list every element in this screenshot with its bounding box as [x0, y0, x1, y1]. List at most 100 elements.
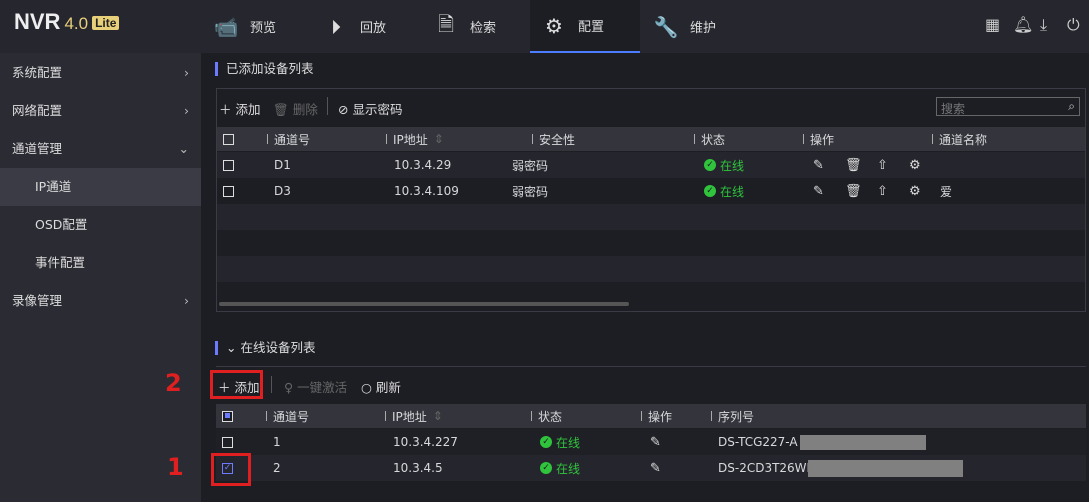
redaction [800, 435, 926, 450]
gear-icon: ⚙ [545, 13, 563, 38]
tab-preview[interactable]: 📹 预览 [213, 14, 277, 39]
sidebar-item-ip-channel[interactable]: IP通道 [0, 168, 201, 206]
chevron-down-icon: ⌄ [178, 141, 189, 156]
serial: DS-TCG227-A 2 [718, 435, 810, 449]
col-ip[interactable]: IP地址 ⇕ [386, 127, 444, 151]
refresh-button[interactable]: ○ 刷新 [361, 380, 401, 395]
playback-icon: ⏵ [331, 14, 341, 39]
online-list-title[interactable]: ⌄ 在线设备列表 [215, 341, 315, 355]
sidebar-item-system[interactable]: 系统配置 › [0, 54, 201, 92]
col-status: 状态 [694, 127, 725, 151]
online-table-header: 通道号 IP地址 ⇕ 状态 操作 序列号 [216, 404, 1086, 428]
col-security: 安全性 [532, 127, 575, 151]
tab-playback[interactable]: ⏵ 回放 [322, 0, 422, 53]
add-button[interactable]: ＋ 添加 [219, 102, 261, 117]
power-icon[interactable]: ⏻ [1067, 15, 1080, 34]
annotation-label-1: 1 [167, 453, 184, 481]
upgrade-icon[interactable]: ⇧ [877, 183, 888, 199]
redaction [808, 460, 963, 477]
tools-icon: 🔧 [653, 14, 679, 39]
ip: 10.3.4.227 [393, 435, 458, 449]
bell-icon[interactable]: 🔔︎ [1013, 15, 1034, 34]
security: 弱密码 [512, 184, 549, 199]
serial: DS-2CD3T26WD [718, 461, 816, 475]
annotation-box-2 [210, 370, 263, 399]
search-icon[interactable]: ⌕ [1068, 99, 1075, 113]
channel: 1 [273, 435, 281, 449]
channel: D1 [274, 158, 291, 172]
trash-icon: 🗑︎ [273, 102, 289, 117]
col-ip[interactable]: IP地址 ⇕ [385, 404, 443, 428]
select-all-checkbox[interactable] [223, 133, 234, 145]
status-badge: ✓ 在线 [704, 152, 744, 178]
edit-icon[interactable]: ✎ [650, 460, 661, 476]
check-circle-icon: ✓ [540, 436, 552, 448]
table-row[interactable]: D1 10.3.4.29 弱密码 ✓ 在线 ✎ 🗑︎ ⇧ ⚙ [217, 152, 1085, 178]
upgrade-icon[interactable]: ⇧ [877, 157, 888, 173]
eye-off-icon: ⊘ [338, 102, 349, 117]
divider [327, 97, 328, 115]
sidebar: 系统配置 › 网络配置 › 通道管理 ⌄ IP通道 OSD配置 事件配置 录像管理 › [0, 53, 201, 502]
tab-search[interactable]: 🗎 检索 [432, 0, 532, 53]
ip: 10.3.4.109 [394, 184, 459, 198]
table-row[interactable]: 1 10.3.4.227 ✓ 在线 ✎ DS-TCG227-A 2 [216, 429, 1086, 455]
edit-icon[interactable]: ✎ [813, 157, 824, 173]
tab-maintenance[interactable]: 🔧 维护 [653, 14, 717, 39]
col-ops: 操作 [803, 127, 834, 151]
empty-row [217, 256, 1085, 282]
sidebar-item-event[interactable]: 事件配置 [35, 255, 86, 270]
row-checkbox[interactable] [223, 159, 234, 171]
table-header: 通道号 IP地址 ⇕ 安全性 状态 操作 通道名称 [217, 127, 1085, 151]
sidebar-item-network[interactable]: 网络配置 › [0, 92, 201, 130]
tab-config[interactable]: ⚙ 配置 [530, 0, 640, 53]
channel: 2 [273, 461, 281, 475]
chevron-right-icon: › [184, 103, 189, 118]
settings-icon[interactable]: ⚙ [909, 183, 921, 199]
trash-icon[interactable]: 🗑︎ [845, 157, 862, 173]
ip: 10.3.4.29 [394, 158, 452, 172]
divider [271, 376, 272, 393]
channel: D3 [274, 184, 291, 198]
table-row[interactable]: D3 10.3.4.109 弱密码 ✓ 在线 ✎ 🗑︎ ⇧ ⚙ 爱 [217, 178, 1085, 204]
sidebar-item-osd[interactable]: OSD配置 [35, 217, 88, 232]
ip: 10.3.4.5 [393, 461, 443, 475]
col-serial: 序列号 [711, 404, 754, 428]
qrcode-icon[interactable]: ▦ [985, 15, 1001, 34]
edit-icon[interactable]: ✎ [813, 183, 824, 199]
security: 弱密码 [512, 158, 549, 173]
empty-row [217, 230, 1085, 256]
chevron-down-icon: ⌄ [226, 340, 241, 355]
chevron-right-icon: › [184, 65, 189, 80]
status-badge: ✓ 在线 [540, 455, 580, 481]
added-list-title: 已添加设备列表 [215, 62, 314, 76]
logo: NVR 4.0 Lite [14, 9, 120, 35]
row-checkbox[interactable] [222, 436, 233, 448]
col-channel: 通道号 [267, 127, 310, 151]
col-name: 通道名称 [932, 127, 987, 151]
settings-icon[interactable]: ⚙ [909, 157, 921, 173]
row-checkbox-checked[interactable]: ✓ [222, 462, 233, 474]
select-all-checkbox[interactable] [222, 410, 233, 422]
chevron-right-icon: › [184, 293, 189, 308]
horizontal-scrollbar[interactable] [219, 302, 629, 306]
divider [216, 366, 1086, 367]
search-doc-icon: 🗎 [437, 11, 455, 36]
search-input[interactable]: 搜索 ⌕ [936, 97, 1080, 116]
show-password-button[interactable]: ⊘ 显示密码 [338, 102, 403, 117]
camera-icon: 📹 [213, 14, 239, 39]
trash-icon[interactable]: 🗑︎ [845, 183, 862, 199]
sidebar-item-record[interactable]: 录像管理 › [0, 282, 201, 320]
delete-button[interactable]: 🗑︎ 删除 [273, 102, 318, 117]
col-channel: 通道号 [266, 404, 309, 428]
check-circle-icon: ✓ [704, 185, 716, 197]
added-list-panel: ＋ 添加 🗑︎ 删除 ⊘ 显示密码 搜索 ⌕ 通道号 IP地址 ⇕ 安全性 状态 操… [216, 88, 1086, 312]
sidebar-item-channel[interactable]: 通道管理 ⌄ [0, 130, 201, 168]
online-add-button[interactable]: ＋ 添加 [218, 380, 260, 395]
row-checkbox[interactable] [223, 185, 234, 197]
col-status: 状态 [531, 404, 562, 428]
annotation-box-1 [211, 453, 251, 486]
download-icon[interactable]: ⤓ [1040, 15, 1048, 34]
edit-icon[interactable]: ✎ [650, 434, 661, 450]
activate-button[interactable]: ♀ 一键激活 [284, 380, 348, 395]
top-bar: NVR 4.0 Lite 📹 预览 ⏵ 回放 🗎 检索 ⚙ 配置 🔧 维护 ▦ 🔔︎ ⤓ ⏻ [0, 0, 1089, 53]
